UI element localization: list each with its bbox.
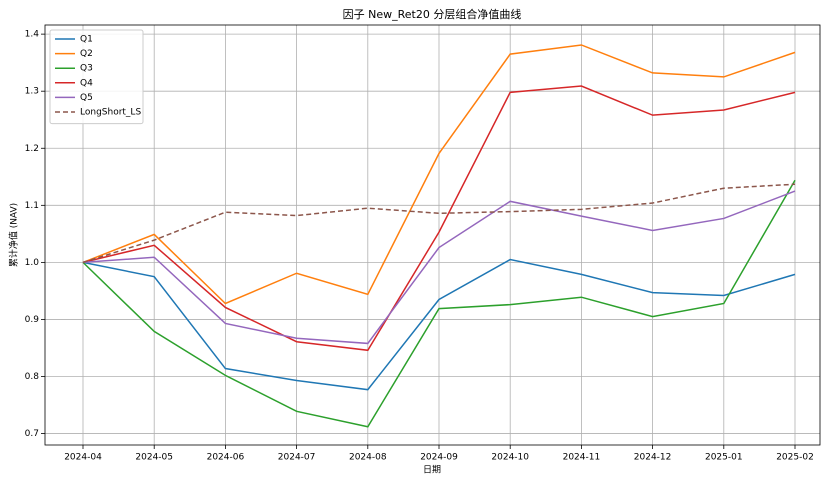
x-tick-label: 2024-06: [207, 453, 245, 463]
legend-label: Q4: [80, 78, 93, 88]
x-tick-label: 2024-10: [491, 453, 529, 463]
series-line: [82, 85, 796, 352]
x-tick-label: 2024-08: [349, 453, 387, 463]
y-tick-label: 1.2: [25, 144, 39, 154]
y-tick-label: 0.7: [25, 429, 39, 439]
y-axis-label: 累计净值 (NAV): [8, 203, 20, 267]
legend: Q1 Q2 Q3 Q4 Q5 LongShort_LS: [49, 29, 144, 125]
x-axis-label: 日期: [423, 465, 441, 476]
series-line: [82, 44, 796, 305]
x-tick-label: 2024-12: [634, 453, 672, 463]
legend-label: Q2: [80, 49, 93, 59]
legend-label: LongShort_LS: [80, 108, 141, 118]
series-line: [82, 190, 796, 345]
series-line: [82, 183, 796, 264]
plot-frame: [44, 24, 821, 446]
y-tick-label: 1.4: [25, 30, 40, 40]
y-tick-label: 0.8: [25, 372, 40, 382]
y-tick-label: 1.3: [25, 87, 39, 97]
x-tick-label: 2024-04: [64, 453, 102, 463]
x-tick-label: 2024-11: [563, 453, 601, 463]
chart-title: 因子 New_Ret20 分层组合净值曲线: [343, 7, 522, 21]
legend-label: Q1: [80, 35, 93, 45]
legend-label: Q5: [80, 93, 93, 103]
series-line: [82, 258, 796, 391]
y-tick-label: 1.1: [25, 201, 39, 211]
x-tick-label: 2024-05: [135, 453, 173, 463]
x-tick-label: 2024-09: [420, 453, 458, 463]
y-tick-label: 1.0: [25, 258, 40, 268]
x-tick-label: 2024-07: [278, 453, 316, 463]
y-tick-label: 0.9: [25, 315, 40, 325]
x-tick-label: 2025-02: [776, 453, 814, 463]
x-tick-label: 2025-01: [705, 453, 743, 463]
legend-label: Q3: [80, 64, 93, 74]
series-line: [82, 179, 796, 428]
